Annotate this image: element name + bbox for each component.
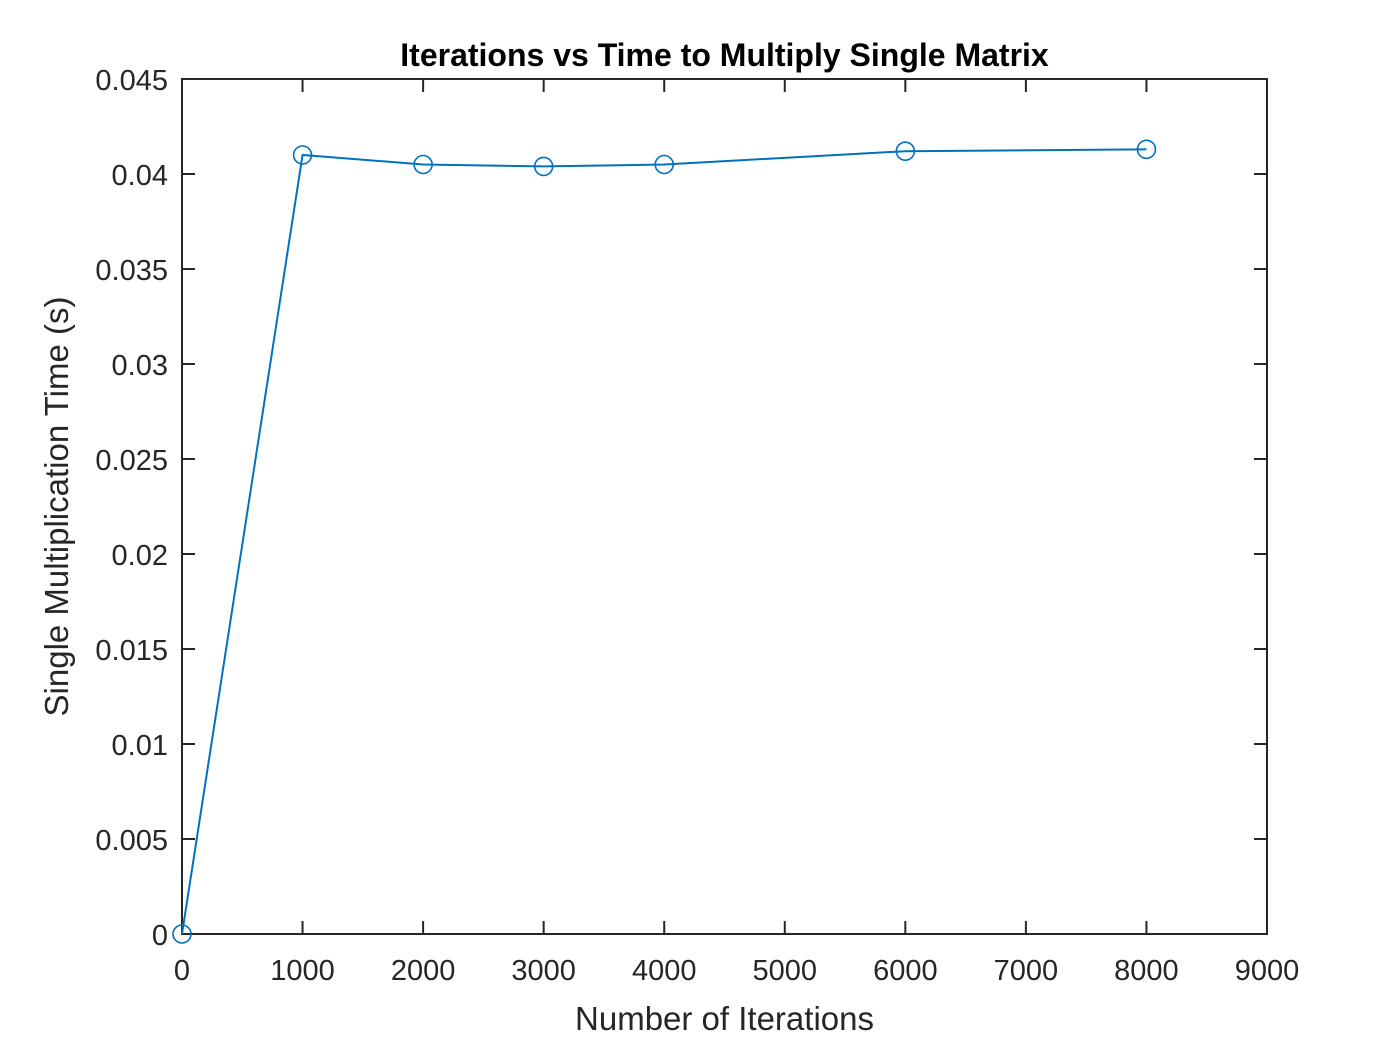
y-tick-label: 0.01 — [112, 730, 168, 762]
x-tick-label: 4000 — [632, 955, 697, 987]
data-point-marker — [895, 141, 916, 161]
series-line — [181, 148, 1147, 935]
y-tick-label: 0.015 — [95, 635, 168, 667]
y-tick-label: 0.005 — [95, 825, 168, 857]
y-axis: 0 0.005 0.01 0.015 0.02 0.025 0.03 0.035 0.04 0.0… — [95, 65, 1267, 952]
y-tick-label: 0.035 — [95, 255, 168, 287]
y-axis-label: Single Multiplication Time (s) — [38, 297, 75, 717]
x-tick-label: 6000 — [873, 955, 938, 987]
series-group — [172, 139, 1157, 944]
x-tick-label: 3000 — [511, 955, 576, 987]
chart-title: Iterations vs Time to Multiply Single Ma… — [400, 37, 1049, 73]
x-tick-label: 5000 — [753, 955, 818, 987]
y-tick-label: 0.045 — [95, 65, 168, 97]
y-tick-label: 0.03 — [112, 350, 168, 382]
data-point-marker — [172, 924, 192, 944]
data-point-marker — [1136, 139, 1157, 160]
data-point-marker — [413, 154, 433, 175]
x-tick-label: 7000 — [994, 955, 1059, 987]
data-point-marker — [292, 145, 313, 165]
x-tick-label: 9000 — [1235, 955, 1300, 987]
x-tick-label: 0 — [174, 955, 190, 987]
x-axis: 0 1000 2000 3000 4000 5000 6000 7000 8000 9000 — [174, 79, 1299, 987]
y-tick-label: 0.04 — [112, 160, 168, 192]
data-point-marker — [654, 154, 675, 175]
y-tick-label: 0 — [152, 920, 168, 952]
x-tick-label: 2000 — [391, 955, 456, 987]
x-tick-label: 1000 — [270, 955, 335, 987]
y-tick-label: 0.02 — [112, 540, 168, 572]
y-tick-label: 0.025 — [95, 445, 168, 477]
x-axis-label: Number of Iterations — [575, 1000, 874, 1037]
plot-area — [181, 78, 1268, 935]
x-tick-label: 8000 — [1114, 955, 1179, 987]
data-point-marker — [533, 156, 554, 177]
